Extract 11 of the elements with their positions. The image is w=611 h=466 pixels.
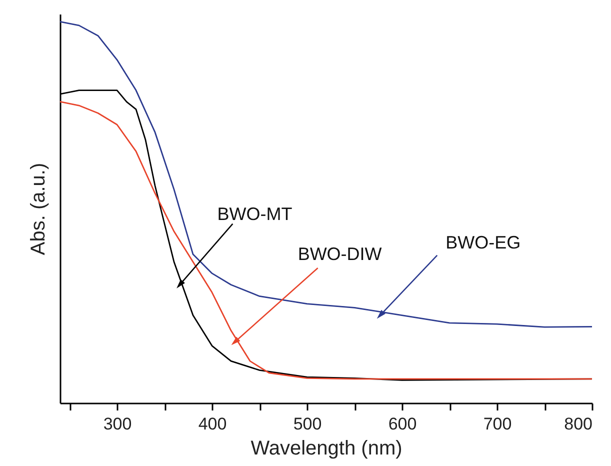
annotation: BWO-DIW	[298, 244, 382, 264]
annotation: BWO-EG	[446, 232, 521, 252]
annotation: BWO-MT	[217, 204, 292, 224]
x-tick-label: 800	[564, 414, 592, 434]
y-axis-title: Abs. (a.u.)	[28, 162, 50, 256]
x-tick-label: 500	[293, 414, 322, 434]
x-axis-title: Wavelength (nm)	[250, 438, 402, 460]
x-tick-label: 300	[103, 414, 132, 434]
x-tick-label: 700	[483, 414, 512, 434]
x-tick-label: 600	[388, 414, 417, 434]
x-tick-label: 400	[198, 414, 227, 434]
